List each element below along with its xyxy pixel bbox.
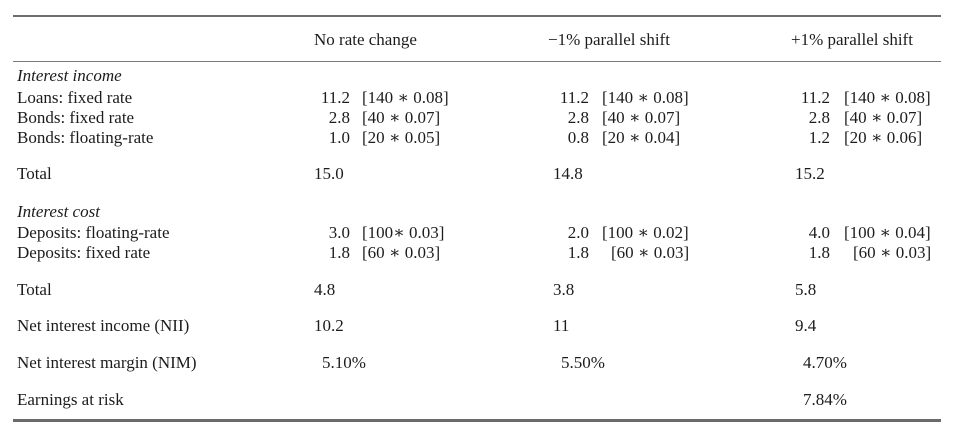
cell-formula: [20 ∗ 0.04] (602, 128, 681, 147)
row-label-deposits-floating: Deposits: floating-rate (17, 223, 170, 242)
row-label-cost-total: Total (17, 280, 52, 299)
section-interest-cost: Interest cost (17, 202, 100, 221)
cell-value: 7.84% (803, 390, 847, 409)
cell-formula: [100∗ 0.03] (362, 223, 445, 242)
cell-value: 3.8 (553, 280, 575, 299)
cell-value: 1.2 (808, 128, 830, 147)
cell-value: 1.8 (328, 243, 350, 262)
cell-value: 10.2 (314, 316, 344, 335)
header-no-rate-change: No rate change (314, 30, 417, 49)
cell-value: 4.70% (803, 353, 847, 372)
cell-formula: [140 ∗ 0.08] (602, 88, 689, 107)
section-interest-income: Interest income (17, 66, 122, 85)
cell-value: 11.2 (800, 88, 830, 107)
cell-value: 11.2 (559, 88, 589, 107)
cell-formula: [100 ∗ 0.02] (602, 223, 689, 242)
cell-formula: [140 ∗ 0.08] (362, 88, 449, 107)
row-label-nim: Net interest margin (NIM) (17, 353, 197, 372)
cell-value: 4.8 (314, 280, 336, 299)
cell-value: 9.4 (795, 316, 817, 335)
table-top-rule (13, 15, 941, 17)
cell-value: 5.10% (322, 353, 366, 372)
cell-value: 3.0 (328, 223, 350, 242)
cell-value: 14.8 (553, 164, 583, 183)
cell-value: 0.8 (567, 128, 589, 147)
cell-value: 15.2 (795, 164, 825, 183)
cell-formula: [60 ∗ 0.03] (362, 243, 441, 262)
cell-value: 11 (553, 316, 570, 335)
row-label-earnings-at-risk: Earnings at risk (17, 390, 124, 409)
header-plus-1pct: +1% parallel shift (791, 30, 913, 49)
cell-value: 2.8 (328, 108, 350, 127)
cell-value: 2.8 (808, 108, 830, 127)
cell-formula: [20 ∗ 0.06] (844, 128, 923, 147)
cell-formula: [140 ∗ 0.08] (844, 88, 931, 107)
row-label-bonds-floating: Bonds: floating-rate (17, 128, 154, 147)
row-label-bonds-fixed: Bonds: fixed rate (17, 108, 135, 127)
cell-formula: [60 ∗ 0.03] (853, 243, 932, 262)
cell-value: 5.8 (795, 280, 817, 299)
cell-value: 1.0 (328, 128, 350, 147)
cell-formula: [40 ∗ 0.07] (362, 108, 441, 127)
cell-formula: [60 ∗ 0.03] (611, 243, 690, 262)
cell-formula: [20 ∗ 0.05] (362, 128, 441, 147)
cell-value: 1.8 (808, 243, 830, 262)
cell-value: 15.0 (314, 164, 344, 183)
table-bottom-rule (13, 419, 941, 422)
cell-formula: [40 ∗ 0.07] (844, 108, 923, 127)
cell-value: 11.2 (320, 88, 350, 107)
row-label-nii: Net interest income (NII) (17, 316, 190, 335)
cell-value: 4.0 (808, 223, 830, 242)
header-rule (13, 61, 941, 62)
cell-value: 1.8 (567, 243, 589, 262)
row-label-loans-fixed: Loans: fixed rate (17, 88, 133, 107)
cell-formula: [100 ∗ 0.04] (844, 223, 931, 242)
row-label-income-total: Total (17, 164, 52, 183)
cell-value: 5.50% (561, 353, 605, 372)
header-minus-1pct: −1% parallel shift (548, 30, 670, 49)
cell-value: 2.0 (567, 223, 589, 242)
cell-formula: [40 ∗ 0.07] (602, 108, 681, 127)
row-label-deposits-fixed: Deposits: fixed rate (17, 243, 151, 262)
cell-value: 2.8 (567, 108, 589, 127)
